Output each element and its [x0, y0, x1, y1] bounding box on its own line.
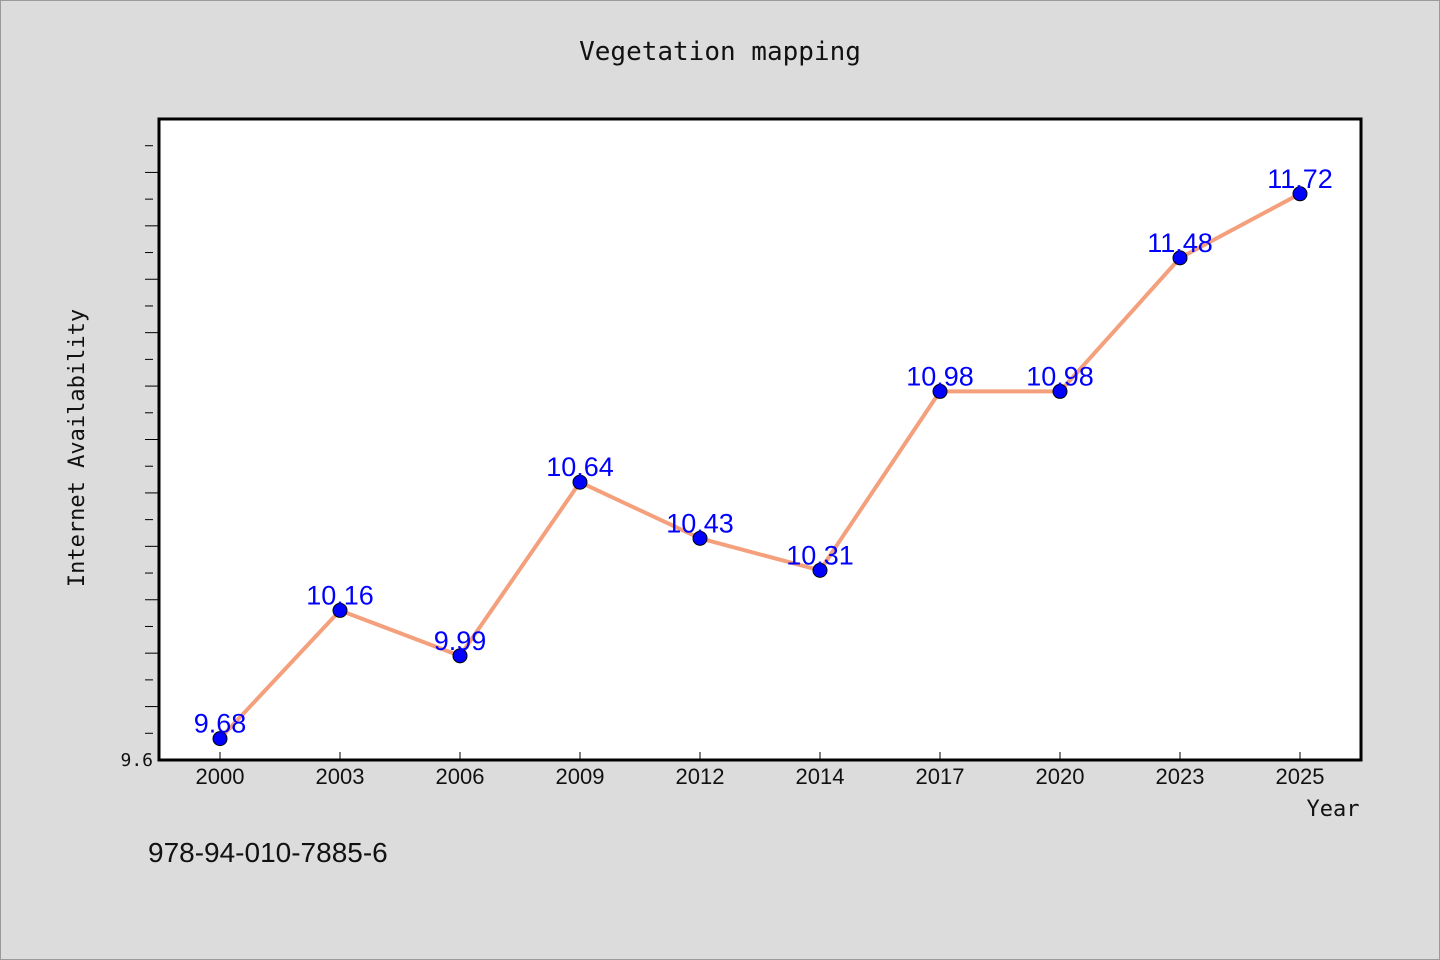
x-axis-label: Year: [1307, 797, 1360, 822]
data-label: 10.43: [666, 508, 734, 538]
data-label: 11.48: [1147, 228, 1213, 258]
x-axis-ticks: 2000 2003 2006 2009 2012 2014 2017 2020 2023 2025: [196, 752, 1325, 789]
x-tick-label: 2014: [796, 764, 845, 789]
data-label: 9.68: [194, 709, 247, 739]
data-labels-layer: 9.68 10.16 9.99 10.64 10.43 10.31 10.98 10.98 11…: [194, 164, 1333, 739]
x-tick-label: 2020: [1036, 764, 1085, 789]
x-tick-label: 2012: [676, 764, 725, 789]
series-layer: [212, 186, 1308, 747]
x-tick-label: 2025: [1276, 764, 1325, 789]
data-point: [692, 530, 708, 546]
data-label: 10.31: [786, 540, 854, 570]
x-tick-label: 2000: [196, 764, 245, 789]
x-tick-label: 2017: [916, 764, 965, 789]
data-point: [1292, 186, 1308, 202]
x-tick-label: 2009: [556, 764, 605, 789]
data-point: [1052, 383, 1068, 399]
x-tick-label: 2003: [316, 764, 365, 789]
y-axis-label: Internet Availability: [65, 309, 90, 587]
data-point: [812, 562, 828, 578]
data-label: 10.98: [906, 361, 974, 391]
data-label: 9.99: [434, 626, 487, 656]
data-point: [212, 731, 228, 747]
y-tick-label: 9.6: [120, 750, 153, 771]
y-axis-ticks: 9.6: [120, 145, 159, 771]
data-label: 10.64: [546, 452, 614, 482]
data-point: [1172, 250, 1188, 266]
data-point: [332, 602, 348, 618]
data-point: [452, 648, 468, 664]
data-point: [572, 474, 588, 490]
plot-area: [157, 117, 1363, 762]
footer-code: 978-94-010-7885-6: [148, 837, 388, 868]
data-label: 10.16: [306, 580, 374, 610]
data-label: 11.72: [1267, 164, 1333, 194]
data-point: [932, 383, 948, 399]
x-tick-label: 2006: [436, 764, 485, 789]
chart-title: Vegetation mapping: [579, 37, 861, 67]
x-tick-label: 2023: [1156, 764, 1205, 789]
series-line: [218, 192, 1301, 741]
data-label: 10.98: [1026, 361, 1094, 391]
